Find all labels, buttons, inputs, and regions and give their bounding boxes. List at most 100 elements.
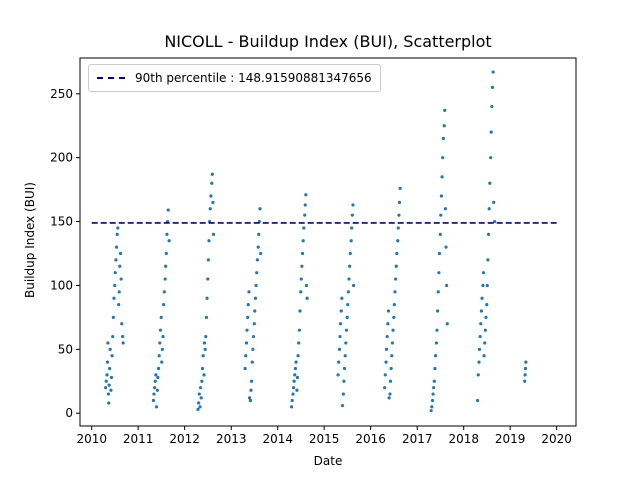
data-point xyxy=(155,388,159,392)
data-point xyxy=(439,213,443,217)
data-point xyxy=(523,379,527,383)
data-point xyxy=(246,315,250,319)
data-point xyxy=(251,347,255,351)
data-point xyxy=(484,315,488,319)
data-point xyxy=(337,347,342,351)
data-point xyxy=(198,386,203,390)
data-point xyxy=(244,341,249,345)
data-point xyxy=(437,251,442,256)
data-point xyxy=(255,258,259,262)
data-point xyxy=(441,156,445,160)
data-point xyxy=(481,283,485,288)
data-point xyxy=(165,232,169,236)
legend-dashed-line-icon xyxy=(97,77,125,79)
data-point xyxy=(443,207,447,211)
x-tick-label: 2013 xyxy=(216,432,247,446)
data-point xyxy=(258,207,262,211)
data-point xyxy=(156,366,161,371)
data-point xyxy=(289,405,294,409)
data-point xyxy=(253,309,257,313)
data-point xyxy=(344,328,349,332)
x-tick-label: 2011 xyxy=(123,432,154,446)
data-point xyxy=(438,232,442,236)
x-axis-label: Date xyxy=(313,454,343,468)
data-point xyxy=(350,226,354,230)
data-point xyxy=(297,341,301,345)
data-point xyxy=(445,322,449,326)
data-point xyxy=(387,396,391,400)
data-point xyxy=(434,341,439,345)
data-point xyxy=(210,181,214,185)
data-point xyxy=(488,181,492,185)
y-tick-label: 200 xyxy=(50,151,73,165)
data-point xyxy=(394,264,398,268)
data-point xyxy=(338,334,342,339)
data-point xyxy=(153,379,157,383)
data-point xyxy=(300,264,304,268)
data-point xyxy=(247,290,251,294)
data-point xyxy=(207,239,211,243)
data-point xyxy=(158,341,162,345)
data-point xyxy=(388,379,393,383)
data-point xyxy=(351,283,356,288)
data-point xyxy=(392,303,396,307)
data-point xyxy=(397,200,402,204)
data-point xyxy=(343,354,347,358)
data-point xyxy=(299,277,303,281)
data-point xyxy=(105,360,110,364)
data-point xyxy=(523,366,528,371)
data-point xyxy=(392,315,396,319)
data-point xyxy=(119,277,123,281)
data-point xyxy=(476,373,480,377)
data-point xyxy=(304,193,308,197)
y-tick-label: 100 xyxy=(50,278,73,292)
data-point xyxy=(349,239,353,243)
data-point xyxy=(198,405,202,409)
y-tick-label: 0 xyxy=(65,406,73,420)
legend-label: 90th percentile : 148.91590881347656 xyxy=(135,71,372,85)
data-point xyxy=(158,328,163,332)
data-point xyxy=(477,347,482,351)
data-point xyxy=(339,322,343,326)
data-point xyxy=(300,251,305,256)
x-tick-label: 2018 xyxy=(448,432,479,446)
data-point xyxy=(490,104,494,109)
data-point xyxy=(485,303,489,307)
data-point xyxy=(339,309,343,313)
x-tick-label: 2010 xyxy=(76,432,107,446)
data-point xyxy=(393,290,397,294)
data-point xyxy=(483,341,487,345)
data-point xyxy=(259,251,263,256)
data-point xyxy=(204,334,208,339)
data-point xyxy=(396,239,400,243)
data-point xyxy=(490,85,495,89)
x-tick-label: 2019 xyxy=(495,432,526,446)
data-point xyxy=(340,296,344,300)
data-point xyxy=(385,334,389,339)
data-point xyxy=(109,375,114,380)
data-point xyxy=(523,373,527,377)
chart-title: NICOLL - Buildup Index (BUI), Scatterplo… xyxy=(164,32,492,51)
data-point xyxy=(117,290,121,294)
data-point xyxy=(292,379,296,383)
data-point xyxy=(482,354,486,358)
data-point xyxy=(480,296,484,300)
data-point xyxy=(109,388,113,392)
data-point xyxy=(164,264,168,268)
data-point xyxy=(201,354,205,358)
data-point xyxy=(113,271,117,275)
data-point xyxy=(107,401,111,405)
data-point xyxy=(487,207,491,211)
data-point xyxy=(396,226,400,230)
data-point xyxy=(492,200,496,204)
y-tick-label: 250 xyxy=(50,87,73,101)
data-point xyxy=(151,398,156,403)
data-point xyxy=(384,347,389,351)
data-point xyxy=(388,392,392,396)
data-point xyxy=(340,403,345,408)
data-point xyxy=(206,258,210,262)
data-point xyxy=(156,375,160,380)
data-point xyxy=(103,386,108,390)
data-point xyxy=(200,379,204,383)
data-point xyxy=(302,226,306,230)
